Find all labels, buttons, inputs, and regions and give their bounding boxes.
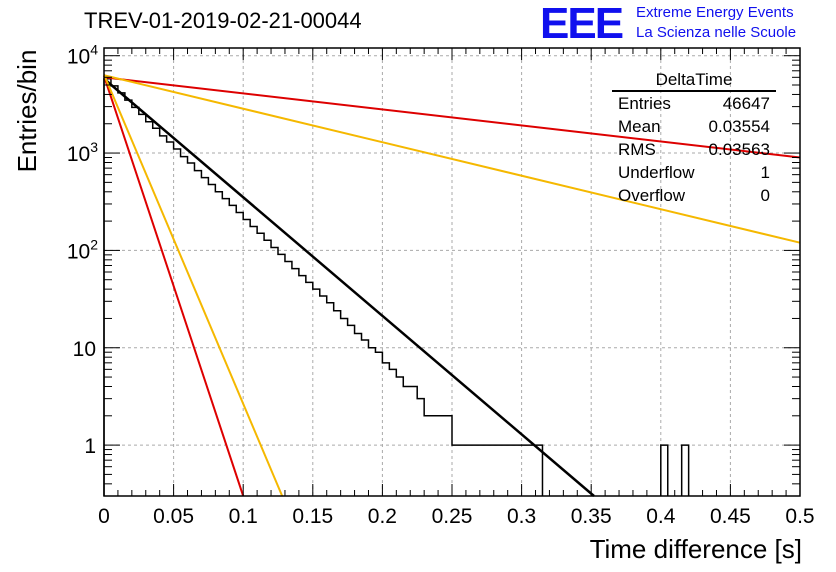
fit-line <box>103 74 284 497</box>
stats-label: RMS <box>618 140 656 159</box>
stats-value: 0.03563 <box>708 140 770 159</box>
x-tick-label: 0.2 <box>368 505 397 528</box>
x-tick-label: 0.25 <box>432 505 473 528</box>
x-tick-label: 0.3 <box>507 505 536 528</box>
stats-value: 46647 <box>722 94 770 113</box>
stats-label: Entries <box>618 94 671 113</box>
stats-row: Underflow 1 <box>612 161 776 184</box>
stats-value: 1 <box>760 163 770 182</box>
axis-ticks <box>103 48 801 497</box>
fit-curves <box>103 74 801 497</box>
logo-line-1: Extreme Energy Events <box>636 4 794 21</box>
x-tick-label: 0.45 <box>710 505 751 528</box>
stats-box: DeltaTime Entries 46647 Mean 0.03554 RMS… <box>612 70 776 207</box>
x-tick-label: 0.5 <box>785 505 814 528</box>
fit-line <box>103 75 245 497</box>
stats-label: Underflow <box>618 163 695 182</box>
x-tick-label: 0.35 <box>571 505 612 528</box>
x-axis-label: Time difference [s] <box>589 534 802 564</box>
logo-line-2: La Scienza nelle Scuole <box>636 24 797 41</box>
x-tick-label: 0.4 <box>646 505 676 528</box>
stats-label: Overflow <box>618 186 686 205</box>
histogram-outline <box>103 77 690 496</box>
fit-line <box>103 76 801 159</box>
x-tick-label: 0.15 <box>292 505 333 528</box>
x-tick-label: 0.05 <box>153 505 194 528</box>
y-tick-label: 102 <box>67 236 98 263</box>
eee-logo: EEE <box>540 0 624 48</box>
chart-title: TREV-01-2019-02-21-00044 <box>84 8 362 33</box>
stats-row: Entries 46647 <box>612 92 776 115</box>
stats-row: Mean 0.03554 <box>612 115 776 138</box>
y-tick-label: 104 <box>67 42 98 69</box>
fit-line <box>103 77 595 497</box>
stats-name: DeltaTime <box>612 70 776 92</box>
x-tick-label: 0.1 <box>229 505 258 528</box>
x-tick-label: 0 <box>98 505 110 528</box>
y-axis-label: Entries/bin <box>12 49 42 173</box>
stats-label: Mean <box>618 117 661 136</box>
stats-value: 0 <box>760 186 770 205</box>
histogram <box>103 77 690 496</box>
stats-row: RMS 0.03563 <box>612 138 776 161</box>
y-tick-label: 103 <box>67 139 98 166</box>
y-tick-label: 1 <box>84 435 96 458</box>
y-tick-label: 10 <box>73 338 96 361</box>
stats-row: Overflow 0 <box>612 184 776 207</box>
fit-line <box>103 74 801 244</box>
stats-value: 0.03554 <box>708 117 770 136</box>
tick-labels: 0 0.05 0.1 0.15 0.2 0.25 0.3 0.35 0.4 0.45 0.51101… <box>67 42 815 528</box>
